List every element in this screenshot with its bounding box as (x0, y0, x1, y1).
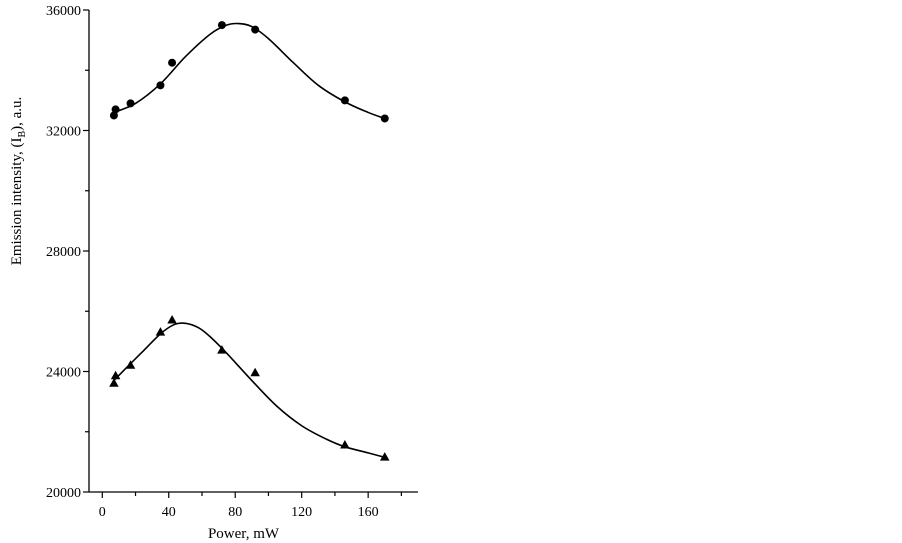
y-axis-title: Emission intensity, (IB), a.u. (9, 97, 28, 266)
series-1-point (217, 21, 226, 30)
series-2-fit-curve (113, 322, 385, 459)
series-1-point (156, 81, 165, 90)
series-2-point (110, 370, 121, 380)
series-2-point (125, 360, 136, 369)
x-tick-label: 40 (162, 505, 176, 520)
x-axis-title: Power, mW (208, 526, 280, 542)
y-axis-title-suffix: ), a.u. (9, 97, 25, 131)
series-1-point (340, 96, 349, 105)
series-2-point (250, 367, 260, 377)
fit-curves (113, 22, 386, 459)
x-tick-label: 160 (358, 505, 379, 520)
x-tick-label: 0 (99, 505, 106, 520)
x-tick-label: 120 (291, 505, 312, 520)
series-1-point (168, 58, 177, 67)
x-tick-label: 80 (228, 505, 242, 520)
series-2-point (109, 378, 119, 387)
series-2-point (380, 452, 390, 461)
series-2-point (217, 345, 227, 354)
series-2-point (340, 440, 350, 449)
ticks: 20000 24000 28000 32000 36000 0 40 80 120 160 (46, 4, 402, 520)
y-tick-label: 20000 (46, 486, 81, 501)
y-tick-label: 36000 (46, 4, 81, 19)
y-axis-title-prefix: Emission intensity, (I (9, 138, 25, 266)
axes (88, 10, 418, 493)
series-1-point (380, 114, 389, 123)
series-1-point (126, 99, 135, 108)
y-axis-title-subscript: B (17, 131, 28, 138)
series-1-point (251, 25, 260, 34)
series-1-point (109, 111, 118, 120)
series-2-point (155, 327, 166, 336)
y-tick-label: 32000 (46, 125, 81, 140)
y-tick-label: 24000 (46, 366, 81, 381)
y-tick-label: 28000 (46, 245, 81, 260)
data-markers (109, 21, 390, 461)
series-1-point (111, 105, 120, 114)
series-2-point (167, 315, 177, 324)
